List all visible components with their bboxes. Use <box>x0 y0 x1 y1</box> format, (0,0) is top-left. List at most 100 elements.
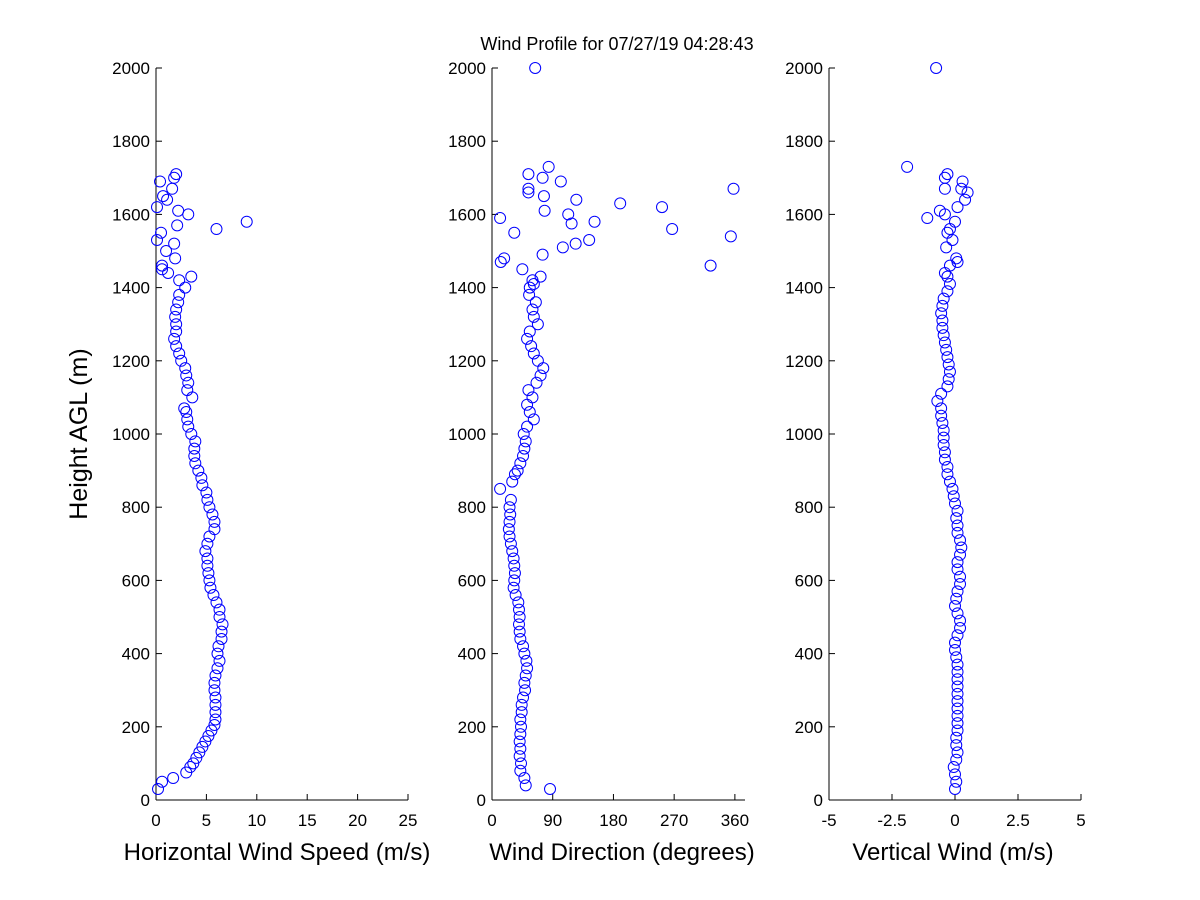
vertical-data-point <box>937 329 950 342</box>
direction-y-tick-label: 1200 <box>448 352 486 371</box>
speed-data-point <box>188 442 201 455</box>
speed-data-point <box>155 226 168 239</box>
vertical-data-point <box>942 373 955 386</box>
speed-data-point <box>208 523 221 536</box>
vertical-data-point <box>935 387 948 400</box>
vertical-data-point <box>954 570 967 583</box>
speed-data-point <box>215 632 228 645</box>
direction-data-point <box>516 263 529 276</box>
vertical-data-point <box>954 621 967 634</box>
vertical-data-point <box>943 365 956 378</box>
speed-data-point <box>190 751 203 764</box>
speed-data-point <box>178 402 191 415</box>
vertical-data-point <box>946 482 959 495</box>
speed-data-point <box>209 669 222 682</box>
direction-y-tick-label: 1800 <box>448 132 486 151</box>
direction-data-point <box>523 406 536 419</box>
direction-data-point <box>507 581 520 594</box>
direction-data-point <box>515 757 528 770</box>
direction-data-point <box>508 468 521 481</box>
direction-data-point <box>525 340 538 353</box>
vertical-data-point <box>954 548 967 561</box>
vertical-y-tick-label: 800 <box>795 498 823 517</box>
speed-data-point <box>213 603 226 616</box>
direction-data-point <box>519 779 532 792</box>
speed-data-point <box>196 479 209 492</box>
direction-data-point <box>523 281 536 294</box>
speed-data-point <box>169 310 182 323</box>
vertical-data-point <box>954 534 967 547</box>
speed-data-point <box>170 340 183 353</box>
direction-data-point <box>504 493 517 506</box>
direction-y-tick-label: 2000 <box>448 59 486 78</box>
direction-data-point <box>506 545 519 558</box>
vertical-data-point <box>951 607 964 620</box>
direction-data-point <box>494 255 507 268</box>
direction-data-point <box>527 310 540 323</box>
speed-y-tick-label: 1800 <box>112 132 150 151</box>
direction-data-point <box>513 611 526 623</box>
vertical-data-point <box>901 160 914 173</box>
vertical-data-point <box>941 168 954 181</box>
direction-data-point <box>503 530 516 543</box>
direction-data-point <box>521 420 534 433</box>
vertical-data-point <box>951 724 964 737</box>
speed-data-point <box>168 332 181 345</box>
speed-data-point <box>173 274 186 287</box>
speed-points <box>151 168 253 796</box>
direction-y-tick-label: 400 <box>458 645 486 664</box>
direction-data-point <box>518 647 531 660</box>
direction-data-point <box>520 654 533 667</box>
vertical-data-point <box>936 417 949 430</box>
vertical-y-tick-label: 200 <box>795 718 823 737</box>
vertical-data-point <box>921 212 934 225</box>
direction-data-point <box>504 537 517 550</box>
vertical-data-point <box>941 270 954 283</box>
vertical-data-point <box>951 680 964 693</box>
speed-data-point <box>209 713 222 726</box>
direction-data-point <box>523 325 536 338</box>
speed-y-tick-label: 800 <box>122 498 150 517</box>
speed-data-point <box>209 706 222 719</box>
speed-x-tick-label: 5 <box>202 811 211 830</box>
vertical-data-point <box>935 402 948 415</box>
direction-data-point <box>569 237 582 250</box>
speed-data-point <box>199 735 212 748</box>
vertical-data-point <box>954 578 967 591</box>
speed-data-point <box>189 457 202 470</box>
vertical-data-point <box>956 175 969 188</box>
vertical-data-point <box>949 215 961 228</box>
direction-data-point <box>517 449 530 462</box>
speed-data-point <box>169 252 182 265</box>
vertical-data-point <box>955 182 968 195</box>
speed-data-point <box>168 237 181 250</box>
speed-data-point <box>170 303 183 316</box>
direction-data-point <box>514 457 527 470</box>
direction-data-point <box>513 625 526 638</box>
speed-x-tick-label: 15 <box>298 811 317 830</box>
speed-data-point <box>179 281 192 294</box>
vertical-data-point <box>938 453 951 466</box>
vertical-y-tick-label: 1800 <box>785 132 823 151</box>
vertical-data-point <box>937 431 950 444</box>
vertical-x-tick-label: -2.5 <box>877 811 906 830</box>
speed-data-point <box>156 775 169 788</box>
speed-data-point <box>170 325 183 338</box>
direction-data-point <box>518 442 531 455</box>
vertical-data-point <box>951 556 964 569</box>
speed-data-point <box>175 354 188 367</box>
speed-panel: 0 200 400 600 800 1000 1200 1400 1600 1800 2000 0 5 1… <box>65 59 430 866</box>
speed-y-tick-label: 600 <box>122 571 150 590</box>
speed-data-point <box>180 369 193 382</box>
vertical-data-point <box>949 768 961 781</box>
direction-data-point <box>531 318 544 331</box>
speed-data-point <box>201 559 214 572</box>
direction-data-point <box>534 270 547 283</box>
vertical-data-point <box>950 651 963 664</box>
speed-data-point <box>212 640 225 653</box>
speed-data-point <box>196 740 209 753</box>
vertical-data-point <box>938 336 951 349</box>
vertical-data-point <box>943 475 956 488</box>
vertical-y-tick-label: 600 <box>795 571 823 590</box>
